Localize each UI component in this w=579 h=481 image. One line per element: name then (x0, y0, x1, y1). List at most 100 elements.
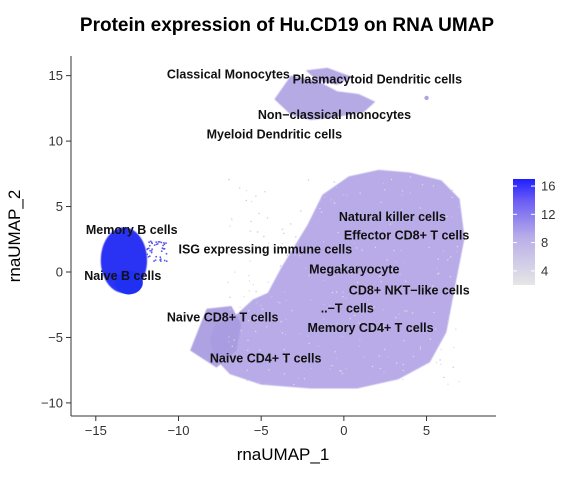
legend-tick-label: 4 (541, 263, 548, 278)
data-point (427, 291, 429, 293)
data-point (305, 267, 307, 269)
data-point (448, 315, 450, 318)
data-point (227, 281, 229, 284)
y-tick-label: −10 (41, 395, 63, 410)
data-point (260, 304, 262, 307)
cluster-label: Memory B cells (86, 223, 178, 237)
data-point (340, 266, 343, 268)
data-point (331, 365, 334, 367)
data-point (358, 345, 360, 347)
data-point (231, 219, 233, 221)
data-point (268, 369, 270, 371)
data-point (387, 355, 389, 358)
data-point (322, 318, 325, 320)
data-point (345, 297, 347, 299)
data-point (281, 243, 284, 245)
data-point (399, 273, 401, 275)
data-point (433, 311, 435, 314)
data-point (401, 194, 403, 196)
data-point (421, 184, 424, 186)
data-point (257, 315, 259, 318)
data-point (255, 290, 257, 293)
data-point (150, 251, 153, 254)
data-point (264, 191, 266, 193)
data-point (247, 339, 249, 342)
data-point (456, 250, 458, 253)
data-point (150, 250, 153, 252)
data-point (346, 194, 348, 196)
data-point (153, 244, 156, 247)
data-point (402, 363, 404, 366)
cluster-label: Naive B cells (84, 269, 161, 283)
data-point (252, 283, 254, 286)
data-point (308, 274, 310, 277)
data-point (342, 194, 345, 196)
data-point (329, 368, 331, 370)
annotation-layer: Classical Monocytes Plasmacytoid Dendriti… (84, 67, 470, 365)
data-point (298, 333, 301, 335)
data-point (398, 328, 400, 330)
data-point (384, 189, 386, 191)
data-point (253, 315, 255, 317)
data-point (453, 346, 455, 349)
data-point (336, 291, 338, 293)
data-point (291, 310, 293, 312)
data-point (154, 259, 157, 261)
data-point (438, 272, 440, 274)
data-point (379, 275, 381, 277)
data-point (247, 319, 250, 322)
data-point (419, 207, 422, 209)
data-point (319, 200, 321, 203)
data-point (306, 361, 308, 364)
data-point (229, 308, 231, 310)
data-point (458, 380, 460, 383)
data-point (267, 281, 269, 283)
data-point (277, 301, 279, 303)
data-point (395, 260, 397, 263)
data-point (449, 291, 452, 293)
data-point (440, 363, 442, 365)
data-point (357, 236, 360, 238)
data-point (382, 182, 384, 184)
data-point (455, 290, 457, 292)
data-point (239, 187, 241, 189)
data-point (323, 303, 325, 305)
data-point (384, 348, 386, 350)
x-tick-label: 0 (340, 423, 347, 438)
y-axis-title: rnaUMAP_2 (5, 190, 24, 283)
data-point (390, 178, 393, 181)
data-point (162, 244, 165, 247)
data-point (359, 322, 361, 325)
data-point (423, 214, 425, 216)
data-point (336, 322, 338, 325)
data-point (432, 285, 434, 287)
data-point (230, 218, 233, 220)
data-point (285, 352, 287, 355)
data-point (279, 302, 281, 304)
data-point (404, 310, 406, 312)
data-point (284, 358, 286, 360)
data-point (330, 199, 332, 201)
data-point (256, 302, 258, 304)
data-point (412, 355, 414, 358)
data-point (419, 348, 422, 350)
data-point (228, 341, 230, 343)
data-point (342, 291, 344, 293)
data-point (435, 361, 438, 364)
data-point (340, 370, 342, 372)
data-point (163, 259, 166, 262)
data-point (320, 211, 323, 213)
data-point (158, 241, 161, 243)
data-point (155, 255, 158, 258)
data-point (396, 362, 398, 364)
data-point (155, 241, 158, 244)
data-point (317, 345, 319, 347)
data-point (369, 270, 371, 273)
data-point (455, 328, 457, 330)
x-ticks: −15 −10 −5 0 5 (85, 416, 430, 438)
data-point (258, 212, 260, 215)
y-tick-label: 10 (49, 134, 63, 149)
x-tick-label: 5 (423, 423, 430, 438)
data-point (339, 370, 341, 372)
data-point (403, 340, 405, 342)
